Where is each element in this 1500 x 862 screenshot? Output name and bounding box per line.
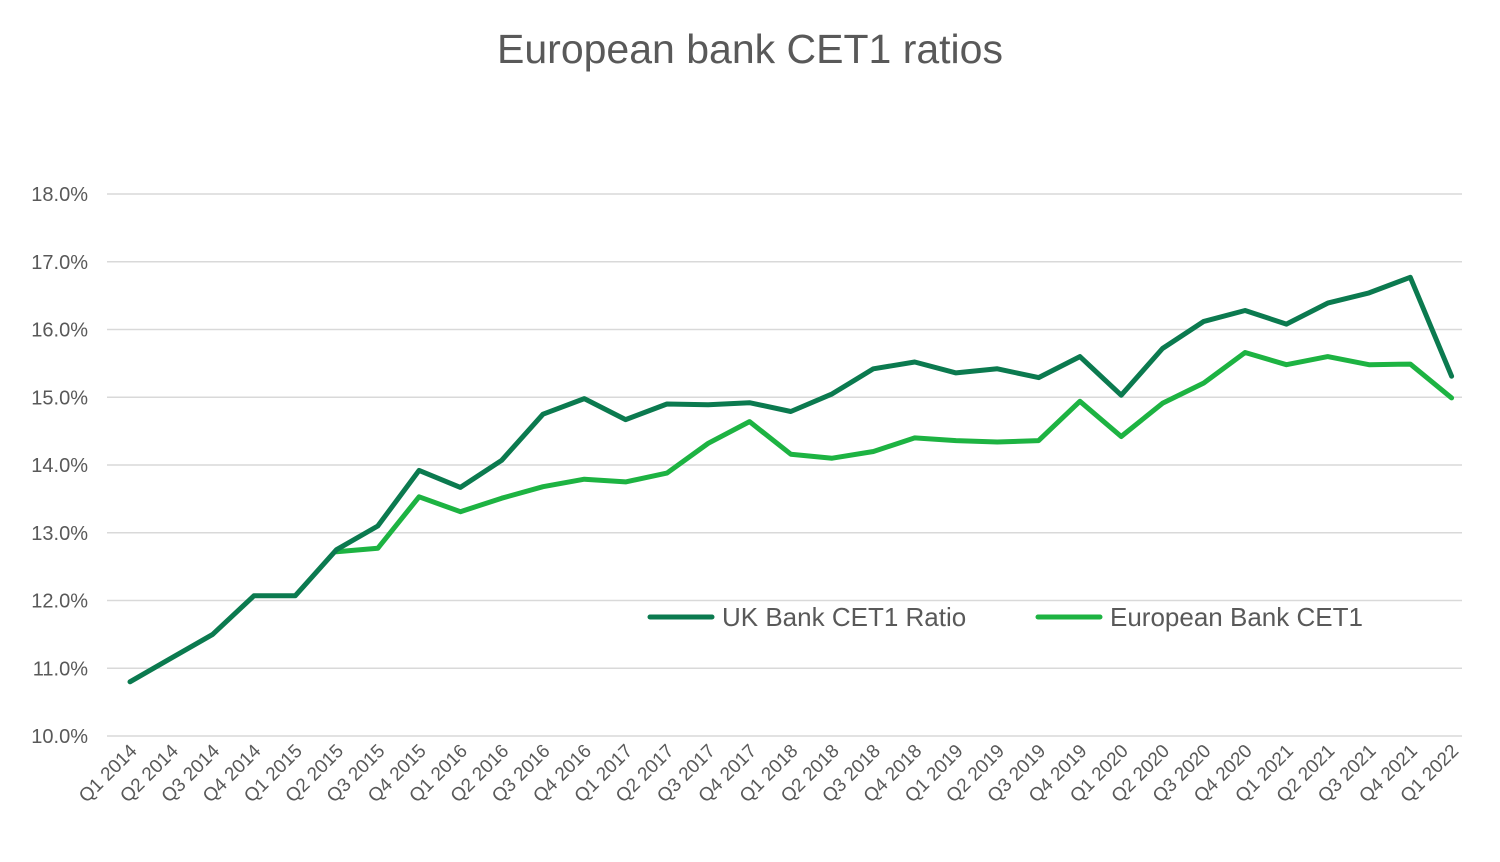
y-tick-label: 10.0% [31, 726, 88, 748]
series-line-1 [334, 350, 1455, 555]
y-tick-label: 17.0% [31, 252, 88, 274]
gridlines [107, 193, 1462, 737]
legend-label: UK Bank CET1 Ratio [722, 602, 966, 632]
y-tick-label: 11.0% [33, 658, 88, 680]
legend: UK Bank CET1 Ratio European Bank CET1 [647, 602, 1363, 632]
y-tick-label: 18.0% [31, 184, 88, 206]
y-tick-label: 12.0% [31, 591, 88, 613]
series-line-0 [127, 274, 1455, 685]
legend-label: European Bank CET1 [1110, 602, 1363, 632]
chart-title: European bank CET1 ratios [497, 26, 1003, 72]
series-lines [127, 274, 1455, 685]
y-tick-label: 13.0% [31, 523, 88, 545]
y-tick-label: 14.0% [31, 455, 88, 477]
y-axis-ticks: 10.0% 11.0% 12.0% 13.0% 14.0% 15.0% 16.0% 17.0%… [31, 184, 88, 748]
y-tick-label: 16.0% [31, 320, 88, 342]
y-tick-label: 15.0% [31, 387, 88, 409]
